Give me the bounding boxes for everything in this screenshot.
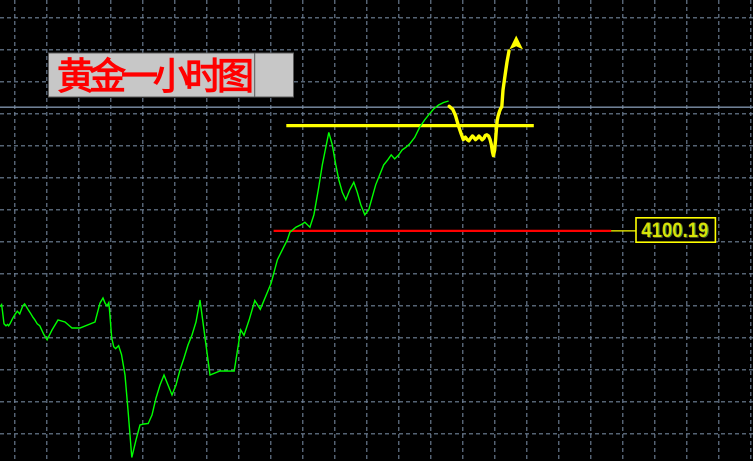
svg-text:黄金一小时图: 黄金一小时图: [57, 55, 252, 97]
svg-text:4100.19: 4100.19: [641, 219, 708, 242]
